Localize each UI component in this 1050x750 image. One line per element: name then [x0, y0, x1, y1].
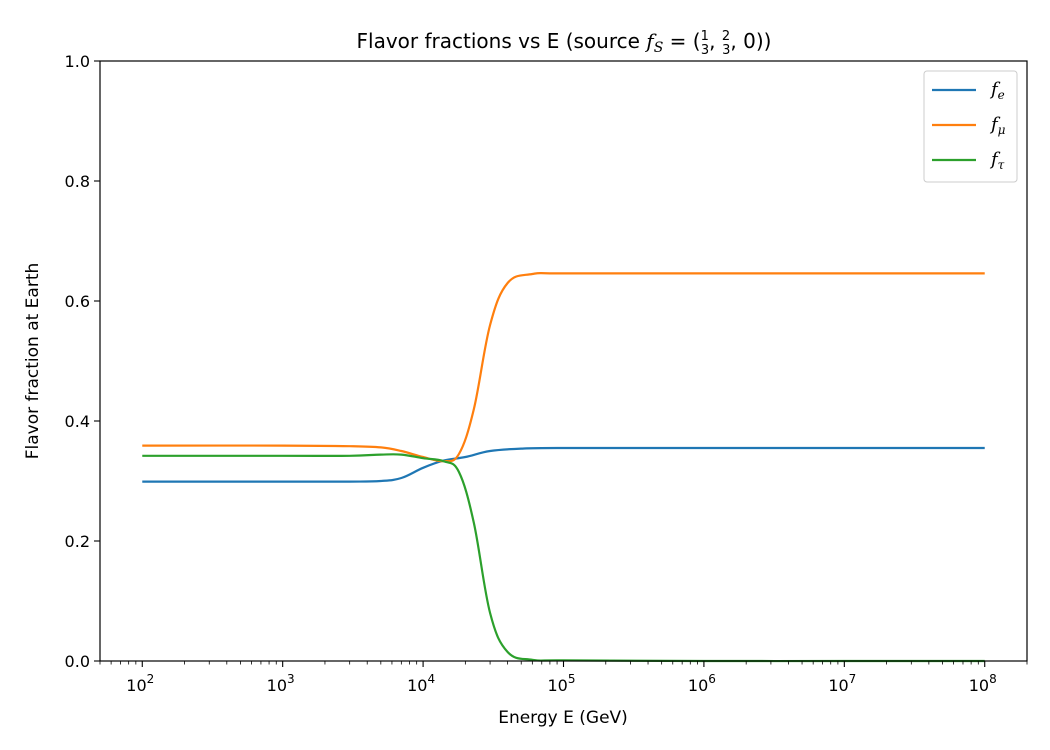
y-tick-label-1: 0.0	[65, 652, 90, 671]
y-tick-label-3: 0.4	[65, 412, 90, 431]
x-axis-label: Energy E (GeV)	[498, 708, 628, 728]
legend-box	[923, 70, 1018, 183]
y-tick-label-4: 0.6	[65, 292, 90, 311]
y-tick-label-2: 0.2	[65, 532, 90, 551]
plot-area	[100, 61, 1027, 661]
y-tick-label-5: 0.8	[65, 172, 90, 191]
x-tick-label-4: 105	[548, 672, 576, 695]
x-tick-label-2: 103	[267, 672, 295, 695]
y-axis-ticks: 0.0 0.2 0.4 0.6 0.8 1.0	[65, 52, 100, 671]
x-tick-label-3: 104	[407, 672, 435, 695]
chart-title: Flavor fractions vs E (source fS = (1 3, …	[357, 29, 772, 58]
series-line-1	[142, 446, 985, 483]
x-tick-label-6: 107	[828, 672, 856, 695]
y-axis-label: Flavor fraction at Earth	[23, 263, 43, 460]
x-tick-label-5: 106	[688, 672, 716, 695]
x-tick-label-7: 108	[969, 672, 997, 695]
x-axis-ticks: 102 103 104 105 106 107 108	[126, 661, 997, 695]
x-axis-minor-ticks	[99, 661, 1028, 665]
y-tick-label-6: 1.0	[65, 52, 90, 71]
series-line-2	[142, 271, 985, 463]
x-tick-label-1: 102	[126, 672, 154, 695]
